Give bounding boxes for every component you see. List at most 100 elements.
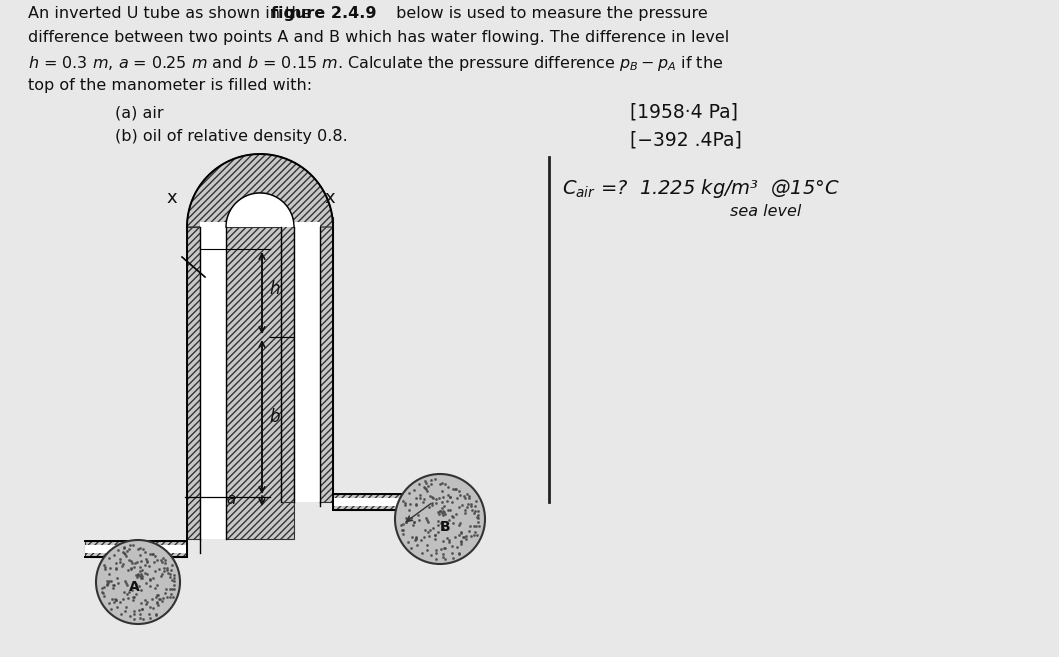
Point bbox=[434, 486, 451, 496]
Point bbox=[444, 548, 461, 558]
Polygon shape bbox=[226, 193, 294, 227]
Point bbox=[468, 521, 485, 532]
Point bbox=[156, 563, 173, 574]
Point bbox=[165, 570, 182, 580]
Point bbox=[469, 517, 486, 528]
Point bbox=[415, 482, 432, 493]
Bar bbox=[85, 545, 187, 553]
Point bbox=[134, 572, 151, 583]
Point bbox=[412, 489, 429, 500]
Point bbox=[454, 532, 471, 542]
Point bbox=[144, 549, 161, 560]
Text: x: x bbox=[325, 189, 336, 207]
Point bbox=[142, 581, 159, 591]
Point bbox=[444, 511, 461, 522]
Point bbox=[417, 513, 434, 524]
Point bbox=[468, 512, 485, 523]
Point bbox=[429, 515, 446, 526]
Point bbox=[145, 557, 162, 568]
Point bbox=[466, 521, 483, 532]
Point bbox=[161, 583, 178, 594]
Point bbox=[119, 589, 136, 599]
Point bbox=[138, 599, 155, 609]
Point bbox=[101, 568, 118, 579]
Point bbox=[421, 490, 438, 501]
Point bbox=[126, 558, 143, 568]
Point bbox=[111, 556, 128, 567]
Text: h: h bbox=[269, 280, 280, 298]
Point bbox=[452, 490, 469, 501]
Point bbox=[435, 543, 452, 554]
Text: difference between two points A and B which has water flowing. The difference in: difference between two points A and B wh… bbox=[28, 30, 730, 45]
Point bbox=[434, 549, 451, 559]
Point bbox=[115, 548, 132, 558]
Point bbox=[431, 509, 448, 519]
Point bbox=[418, 540, 435, 551]
Text: (b) oil of relative density 0.8.: (b) oil of relative density 0.8. bbox=[115, 129, 347, 144]
Point bbox=[137, 560, 154, 571]
Point bbox=[98, 579, 115, 589]
Point bbox=[469, 510, 486, 520]
Point bbox=[115, 541, 132, 552]
Point bbox=[165, 576, 182, 586]
Bar bbox=[187, 227, 200, 539]
Point bbox=[455, 532, 472, 543]
Point bbox=[162, 564, 179, 575]
Point bbox=[147, 566, 164, 576]
Point bbox=[434, 508, 451, 518]
Point bbox=[395, 529, 412, 539]
Point bbox=[112, 608, 129, 619]
Point bbox=[149, 589, 166, 600]
Point bbox=[100, 578, 116, 588]
Point bbox=[147, 609, 164, 620]
Point bbox=[128, 572, 145, 583]
Point bbox=[139, 556, 156, 567]
Point bbox=[434, 478, 451, 488]
Point bbox=[441, 537, 457, 547]
Point bbox=[125, 614, 142, 624]
Point bbox=[107, 595, 124, 605]
Point bbox=[434, 510, 451, 520]
Text: x: x bbox=[166, 189, 177, 207]
Point bbox=[412, 535, 429, 545]
Point bbox=[414, 497, 431, 507]
Point bbox=[102, 576, 119, 586]
Bar bbox=[333, 498, 448, 506]
Point bbox=[450, 520, 467, 530]
Point bbox=[413, 547, 430, 558]
Point bbox=[400, 536, 417, 547]
Point bbox=[407, 535, 424, 546]
Point bbox=[96, 562, 113, 572]
Point bbox=[109, 573, 126, 583]
Point bbox=[426, 533, 443, 544]
Point bbox=[152, 571, 169, 581]
Point bbox=[164, 576, 181, 586]
Point bbox=[115, 558, 132, 569]
Point bbox=[113, 560, 130, 571]
Point bbox=[159, 562, 176, 573]
Point bbox=[125, 609, 142, 620]
Point bbox=[431, 479, 448, 489]
Point bbox=[450, 486, 467, 496]
Point bbox=[132, 569, 149, 579]
Point bbox=[150, 564, 167, 574]
Point bbox=[145, 549, 162, 559]
Point bbox=[439, 505, 456, 515]
Point bbox=[457, 534, 474, 545]
Point bbox=[450, 530, 467, 541]
Point bbox=[138, 578, 155, 588]
Text: a: a bbox=[226, 491, 235, 507]
Point bbox=[396, 497, 413, 508]
Point bbox=[133, 604, 150, 614]
Point bbox=[428, 493, 445, 504]
Point bbox=[452, 537, 469, 547]
Point bbox=[468, 495, 485, 506]
Point bbox=[98, 579, 115, 590]
Text: $\mathit{C}_{air}$ =?  1.225 kg/m³  @15°C: $\mathit{C}_{air}$ =? 1.225 kg/m³ @15°C bbox=[562, 177, 840, 200]
Point bbox=[110, 545, 127, 555]
Point bbox=[406, 517, 423, 528]
Point bbox=[408, 533, 425, 544]
Point bbox=[122, 540, 139, 551]
Point bbox=[412, 492, 429, 503]
Polygon shape bbox=[187, 154, 333, 227]
